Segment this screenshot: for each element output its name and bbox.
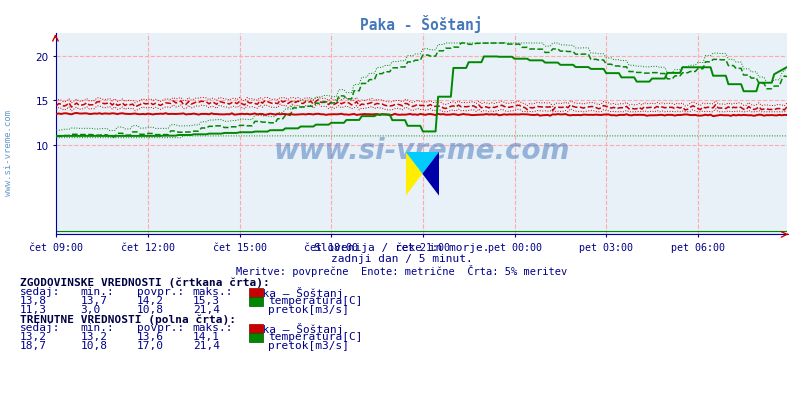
Text: zadnji dan / 5 minut.: zadnji dan / 5 minut. [330,253,472,263]
Text: Meritve: povprečne  Enote: metrične  Črta: 5% meritev: Meritve: povprečne Enote: metrične Črta:… [236,264,566,276]
Text: sedaj:: sedaj: [20,287,60,297]
Text: Paka – Šoštanj: Paka – Šoštanj [249,287,343,299]
Text: temperatura[C]: temperatura[C] [268,331,363,341]
Polygon shape [405,152,439,174]
Polygon shape [405,152,422,196]
Text: 18,7: 18,7 [20,340,47,350]
Text: pretok[m3/s]: pretok[m3/s] [268,304,349,314]
Text: 10,8: 10,8 [80,340,107,350]
Text: 11,3: 11,3 [20,304,47,314]
Text: 17,0: 17,0 [136,340,164,350]
Text: maks.:: maks.: [192,322,233,332]
Text: maks.:: maks.: [192,287,233,297]
Text: Paka – Šoštanj: Paka – Šoštanj [249,322,343,334]
Text: 13,7: 13,7 [80,296,107,306]
Text: temperatura[C]: temperatura[C] [268,296,363,306]
Text: 13,8: 13,8 [20,296,47,306]
Text: povpr.:: povpr.: [136,287,184,297]
Text: 13,2: 13,2 [20,331,47,341]
Text: www.si-vreme.com: www.si-vreme.com [3,109,13,195]
Text: 21,4: 21,4 [192,304,220,314]
Text: pretok[m3/s]: pretok[m3/s] [268,340,349,350]
Text: www.si-vreme.com: www.si-vreme.com [273,136,569,164]
Text: 15,3: 15,3 [192,296,220,306]
Text: min.:: min.: [80,287,114,297]
Text: 10,8: 10,8 [136,304,164,314]
Text: 13,2: 13,2 [80,331,107,341]
Text: min.:: min.: [80,322,114,332]
Text: povpr.:: povpr.: [136,322,184,332]
Text: 13,6: 13,6 [136,331,164,341]
Text: ZGODOVINSKE VREDNOSTI (črtkana črta):: ZGODOVINSKE VREDNOSTI (črtkana črta): [20,277,269,287]
Polygon shape [422,152,439,196]
Text: 14,1: 14,1 [192,331,220,341]
Text: sedaj:: sedaj: [20,322,60,332]
Text: 21,4: 21,4 [192,340,220,350]
Text: Slovenija / reke in morje.: Slovenija / reke in morje. [314,243,488,253]
Text: 3,0: 3,0 [80,304,100,314]
Title: Paka - Šoštanj: Paka - Šoštanj [360,15,482,33]
Text: TRENUTNE VREDNOSTI (polna črta):: TRENUTNE VREDNOSTI (polna črta): [20,314,236,324]
Text: 14,2: 14,2 [136,296,164,306]
